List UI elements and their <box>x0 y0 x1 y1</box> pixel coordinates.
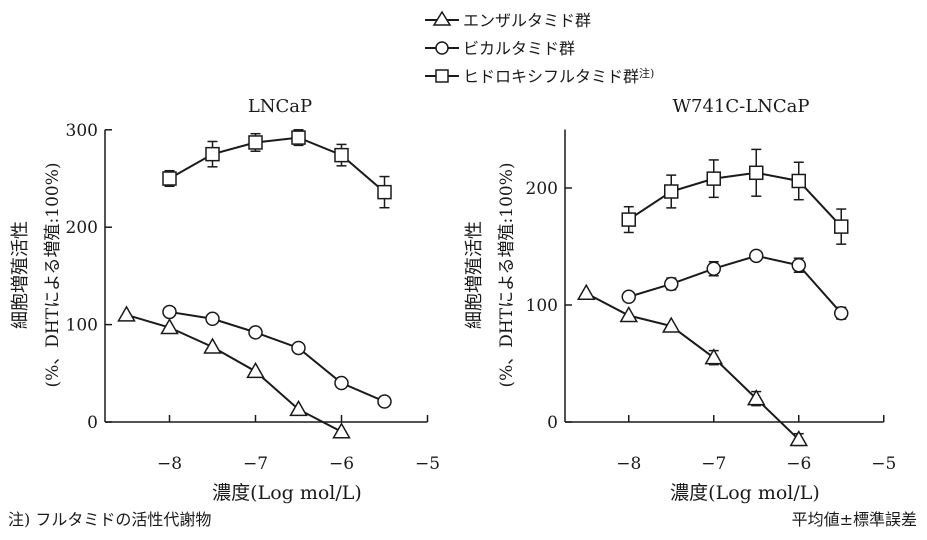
panel-lncap: LNCaP 0 100 200 300 −8 −7 −6 −5 濃度(Log mol/L) 細胞増殖… <box>9 96 440 504</box>
circle-marker <box>248 325 263 340</box>
square-marker <box>706 171 721 186</box>
square-marker <box>334 147 349 163</box>
panel-w741c-lncap: W741C-LNCaP 0 100 200 −8 −7 −6 −5 濃度(Log mol/L) 細… <box>463 96 896 504</box>
circle-marker <box>834 305 849 321</box>
series-triangle <box>117 305 351 439</box>
y-axis-label-line1: 細胞増殖活性 <box>463 221 485 329</box>
square-marker <box>749 165 764 181</box>
square-marker <box>291 130 306 145</box>
legend-item-hydroxyflutamide: ヒドロキシフルタミド群注) <box>425 66 654 86</box>
footnote-right: 平均値±標準誤差 <box>791 510 917 529</box>
series-line <box>126 313 342 433</box>
triangle-marker <box>619 306 639 323</box>
square-marker <box>205 146 220 162</box>
y-tick-label: 100 <box>66 316 98 336</box>
triangle-marker <box>789 430 809 447</box>
triangle-marker <box>117 305 136 322</box>
circle-marker <box>791 257 806 273</box>
series-triangle <box>576 283 809 447</box>
y-tick-label: 200 <box>66 218 98 238</box>
x-tick-label: −5 <box>415 454 440 474</box>
triangle-marker <box>704 348 724 365</box>
y-axis-label: 細胞増殖活性 (%、DHTによる増殖:100%) <box>463 162 517 387</box>
x-tick-label: −8 <box>157 454 182 474</box>
chart-title: W741C-LNCaP <box>672 96 809 117</box>
triangle-marker <box>576 283 596 301</box>
chart-title: LNCaP <box>248 96 312 117</box>
square-marker <box>621 212 636 227</box>
legend-label: ヒドロキシフルタミド群注) <box>463 66 654 86</box>
series-line <box>169 136 386 193</box>
series-line <box>169 310 385 403</box>
triangle-marker <box>160 318 179 335</box>
x-axis-label: 濃度(Log mol/L) <box>212 482 362 504</box>
legend-circle-marker <box>435 41 449 55</box>
legend-item-enzalutamide: エンザルタミド群 <box>425 10 591 30</box>
triangle-marker <box>289 399 308 417</box>
x-tick-label: −6 <box>786 454 811 474</box>
legend-label: ビカルタミド群 <box>463 39 575 58</box>
square-marker <box>791 173 806 189</box>
legend-label: エンザルタミド群 <box>463 11 591 30</box>
series-line <box>585 292 800 441</box>
y-tick-label: 0 <box>547 413 558 433</box>
legend-item-bicalutamide: ビカルタミド群 <box>425 39 575 58</box>
y-axis-label-line2: (%、DHTによる増殖:100%) <box>497 162 517 387</box>
series-circle <box>621 248 849 321</box>
legend: エンザルタミド群 ビカルタミド群 ヒドロキシフルタミド群注) <box>425 10 654 86</box>
circle-marker <box>706 261 721 276</box>
x-tick-label: −6 <box>329 454 354 474</box>
circle-marker <box>205 311 220 327</box>
circle-marker <box>664 276 679 292</box>
x-tick-label: −7 <box>243 454 268 474</box>
triangle-marker <box>661 316 681 333</box>
square-marker <box>664 184 679 199</box>
y-tick-label: 200 <box>526 179 558 199</box>
series-square <box>162 129 392 209</box>
circle-marker <box>162 304 177 320</box>
y-axis-label: 細胞増殖活性 (%、DHTによる増殖:100%) <box>9 162 63 387</box>
y-tick-label: 300 <box>66 121 98 141</box>
square-marker <box>248 135 263 150</box>
circle-marker <box>377 394 392 409</box>
circle-marker <box>334 375 349 391</box>
square-marker <box>377 184 392 200</box>
series-line <box>628 254 842 314</box>
y-tick-label: 100 <box>526 296 558 316</box>
x-tick-label: −8 <box>616 454 641 474</box>
x-tick-label: −5 <box>871 454 896 474</box>
triangle-marker <box>246 361 265 379</box>
y-tick-label: 0 <box>87 413 98 433</box>
series-line <box>628 171 842 228</box>
square-marker <box>834 219 849 234</box>
y-axis-label-line2: (%、DHTによる増殖:100%) <box>43 162 63 387</box>
footnote-left: 注) フルタミドの活性代謝物 <box>8 510 212 529</box>
triangle-marker <box>746 389 766 406</box>
circle-marker <box>749 248 764 264</box>
y-axis-label-line1: 細胞増殖活性 <box>9 221 31 329</box>
triangle-marker <box>203 337 222 354</box>
legend-triangle-marker <box>432 10 452 26</box>
series-circle <box>162 304 392 409</box>
circle-marker <box>291 340 306 356</box>
circle-marker <box>621 289 636 305</box>
triangle-marker <box>332 422 351 439</box>
square-marker <box>162 171 177 186</box>
series-square <box>621 148 849 245</box>
x-tick-label: −7 <box>701 454 726 474</box>
x-axis-label: 濃度(Log mol/L) <box>670 482 820 504</box>
legend-square-marker <box>435 69 449 83</box>
